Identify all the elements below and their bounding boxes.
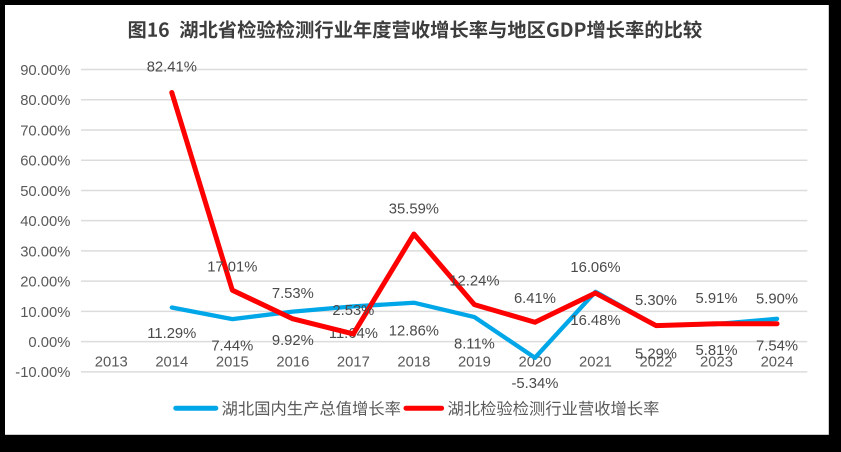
svg-text:-10.00%: -10.00% (15, 365, 70, 381)
svg-text:2024: 2024 (761, 354, 794, 370)
svg-text:5.81%: 5.81% (696, 343, 738, 359)
svg-text:2020: 2020 (518, 354, 551, 370)
svg-text:90.00%: 90.00% (20, 63, 70, 79)
svg-text:6.41%: 6.41% (514, 291, 556, 307)
svg-text:2017: 2017 (337, 354, 370, 370)
svg-text:82.41%: 82.41% (147, 59, 197, 75)
svg-text:2018: 2018 (397, 354, 430, 370)
svg-text:-5.34%: -5.34% (511, 376, 558, 392)
svg-text:12.86%: 12.86% (389, 323, 439, 339)
svg-text:7.53%: 7.53% (272, 286, 314, 302)
svg-text:2014: 2014 (155, 354, 188, 370)
svg-text:16.06%: 16.06% (570, 260, 620, 276)
svg-text:10.00%: 10.00% (20, 305, 70, 321)
svg-text:2022: 2022 (640, 354, 673, 370)
svg-text:5.90%: 5.90% (756, 292, 798, 308)
svg-text:2021: 2021 (579, 354, 612, 370)
svg-text:2019: 2019 (458, 354, 491, 370)
svg-text:11.29%: 11.29% (147, 326, 196, 342)
svg-text:5.91%: 5.91% (696, 291, 738, 307)
svg-text:2023: 2023 (700, 354, 733, 370)
svg-text:20.00%: 20.00% (20, 275, 70, 291)
svg-text:17.01%: 17.01% (207, 259, 257, 275)
svg-text:2016: 2016 (276, 354, 309, 370)
svg-text:16.48%: 16.48% (570, 313, 620, 329)
svg-text:0.00%: 0.00% (28, 335, 70, 351)
svg-text:2013: 2013 (95, 354, 128, 370)
svg-text:7.54%: 7.54% (756, 338, 798, 354)
svg-text:60.00%: 60.00% (20, 154, 70, 170)
svg-text:70.00%: 70.00% (20, 123, 70, 139)
svg-text:35.59%: 35.59% (389, 202, 439, 218)
svg-text:2015: 2015 (216, 354, 249, 370)
svg-text:9.92%: 9.92% (272, 333, 314, 349)
svg-text:7.44%: 7.44% (211, 339, 253, 355)
svg-text:5.29%: 5.29% (635, 346, 677, 362)
svg-text:80.00%: 80.00% (20, 93, 70, 109)
svg-text:12.24%: 12.24% (449, 273, 499, 289)
svg-text:40.00%: 40.00% (20, 214, 70, 230)
svg-text:50.00%: 50.00% (20, 184, 70, 200)
svg-text:5.30%: 5.30% (635, 293, 677, 309)
svg-text:30.00%: 30.00% (20, 244, 70, 260)
svg-text:2.53%: 2.53% (332, 303, 374, 319)
svg-text:8.11%: 8.11% (454, 336, 495, 352)
